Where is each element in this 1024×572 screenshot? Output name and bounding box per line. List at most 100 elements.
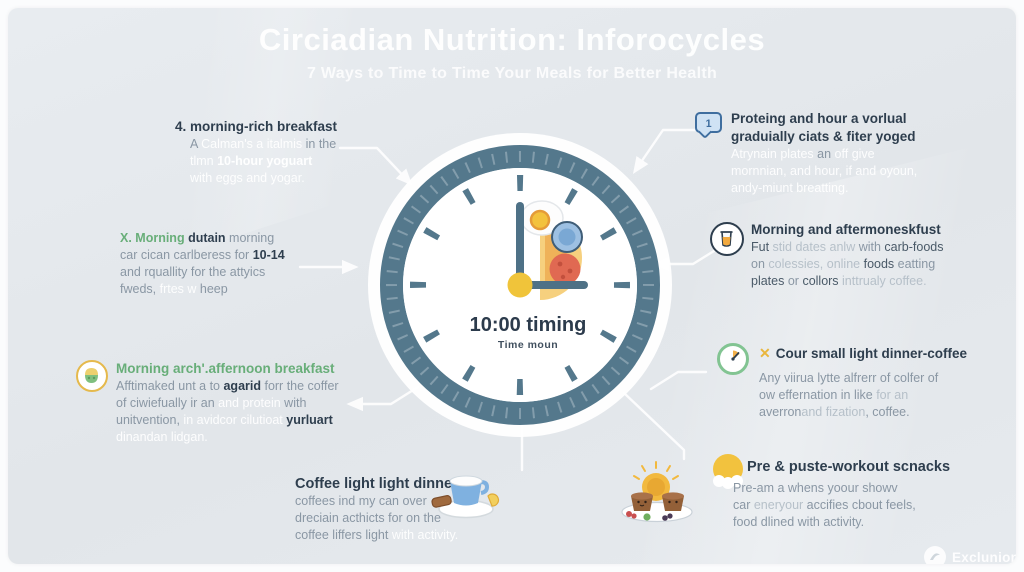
text-segment: Fut [751, 240, 773, 254]
juice-glass-badge-icon [710, 222, 744, 256]
text-segment: andy-miunt breatting. [731, 181, 849, 195]
callout-title: Morning and aftermoneskfust [751, 222, 941, 237]
text-line: fweds, frtes w heep [120, 281, 370, 298]
callout-protein-hour: Proteing and hour a vorlual graduially c… [731, 110, 981, 197]
clock-hub [507, 272, 533, 298]
text-segment: eatting [897, 257, 936, 271]
text-line: unitvention, in avidcor cilutioat yurlua… [116, 412, 356, 429]
coffee-cup-icon [431, 475, 500, 519]
text-line: X. Morning dutain morning [120, 230, 370, 247]
callout-title: Coffee light light dinner [295, 476, 458, 492]
text-segment: fweds, [120, 282, 160, 296]
brand-logo-icon [924, 546, 946, 564]
text-line: andy-miunt breatting. [731, 180, 981, 197]
text-line: dreciain acthicts for on the [295, 510, 495, 527]
timer-badge-icon [717, 343, 749, 375]
text-line: coffee liffers light with activity. [295, 527, 495, 544]
text-line: mornnian, and hour, if and oyoun, [731, 163, 981, 180]
text-segment: plates [751, 274, 788, 288]
brand-name: Exclunion [952, 549, 1016, 565]
text-segment: with [858, 240, 885, 254]
text-segment: Any viirua lytte alfrerr of colfer of [759, 371, 939, 385]
bubble-number: 1 [705, 118, 712, 130]
text-segment: Atrynain plates [731, 147, 818, 161]
text-segment: , coffee. [865, 405, 910, 419]
text-line: ow effernation in like for an [759, 387, 999, 404]
text-line: tlmn 10-hour yoguart [190, 153, 375, 170]
text-segment: eneryour [753, 498, 804, 512]
text-segment: Calman's a italmis [201, 137, 303, 151]
clock-illustration [368, 133, 672, 437]
text-segment: Afftimaked unt a to [116, 379, 224, 393]
text-line: Afftimaked unt a to agarid forr the coff… [116, 378, 356, 395]
muffin-icon [662, 492, 684, 511]
clock-time-label: 10:00 timing [469, 314, 587, 336]
infographic-canvas: Circiadian Nutrition: Inforocycles 7 Way… [8, 8, 1016, 564]
text-segment: food dlined with activity. [733, 515, 865, 529]
text-segment: A [190, 137, 202, 151]
text-line: food dlined with activity. [733, 514, 987, 531]
text-line: Pre-am a whens yoour showv [733, 480, 987, 497]
text-segment: and fization [801, 405, 866, 419]
text-line: on colessies, online foods eatting [751, 256, 991, 273]
callout-title: graduially ciats & fiter yoged [731, 129, 916, 144]
text-segment: averron [759, 405, 802, 419]
callout-body: Any viirua lytte alfrerr of colfer of ow … [759, 370, 999, 421]
breakfast-food-icon [520, 200, 583, 300]
text-line: averronand fization, coffee. [759, 404, 999, 421]
callout-body: Afftimaked unt a to agarid forr the coff… [116, 378, 356, 446]
text-segment: dutain [188, 231, 226, 245]
text-line: Any viirua lytte alfrerr of colfer of [759, 370, 999, 387]
callout-morning-afternoon: Morning and aftermoneskfust Fut stid dat… [751, 221, 991, 290]
callout-body: coffees ind my can over dreciain acthicts… [295, 493, 495, 544]
text-segment: carb-foods [884, 240, 944, 254]
callout-title: Morning arch'.affernoon breakfast [116, 361, 335, 376]
text-line: Fut stid dates anlw with carb-foods [751, 239, 991, 256]
text-segment: with [280, 396, 307, 410]
text-segment: for an [876, 388, 909, 402]
callout-title: 4. morning-rich breakfast [175, 119, 338, 134]
text-segment: forr the coffer [261, 379, 339, 393]
callout-small-dinner: ✕ Cour small light dinner-coffee Any vii… [759, 345, 999, 421]
text-segment: or [787, 274, 803, 288]
callout-body: Fut stid dates anlw with carb-foods on co… [751, 239, 991, 290]
text-segment: stid dates anlw [772, 240, 859, 254]
text-segment: and rquallity for the attyics [120, 265, 266, 279]
x-mark-icon: ✕ [759, 345, 771, 361]
text-segment: colessies, [768, 257, 827, 271]
callout-body: X. Morning dutain morning car cican carlb… [120, 230, 370, 298]
text-segment: of ciwiefually ir an [116, 396, 219, 410]
connector-lines [298, 128, 724, 472]
text-segment: mornnian, and hour, if and oyoun, [731, 164, 918, 178]
text-segment: with activity. [391, 528, 459, 542]
callout-title: Proteing and hour a vorlual [731, 111, 907, 126]
text-line: and rquallity for the attyics [120, 264, 370, 281]
text-line: car eneryour accifies cbout feels, [733, 497, 987, 514]
text-segment: coffees ind my can over [295, 494, 427, 508]
text-segment: dinandan lidgan. [116, 430, 208, 444]
text-segment: inttrualy coffee. [842, 274, 927, 288]
text-line: dinandan lidgan. [116, 429, 356, 446]
callout-afternoon-breakfast: Morning arch'.affernoon breakfast Afftim… [116, 360, 356, 446]
text-segment: accifies cbout feels, [803, 498, 916, 512]
text-segment: off give [831, 147, 875, 161]
callout-title: Cour small light dinner-coffee [775, 346, 968, 361]
text-segment: in the [302, 137, 337, 151]
callout-morning-rich-breakfast: 4. morning-rich breakfast A Calman's a i… [175, 118, 375, 187]
clock-hour-ticks [410, 175, 630, 395]
text-segment: online [826, 257, 864, 271]
text-segment: ow effernation in like [759, 388, 877, 402]
brand-footer: Exclunion [924, 546, 1016, 564]
text-segment: with eggs and yogar. [190, 171, 305, 185]
text-segment: coffee liffers light [295, 528, 392, 542]
callout-title: Pre & puste-workout scnacks [747, 459, 951, 475]
text-segment: unitvention, [116, 413, 184, 427]
text-segment: tlmn [190, 154, 218, 168]
text-segment: on [751, 257, 769, 271]
callout-body: A Calman's a italmis in the tlmn 10-hour … [175, 136, 375, 187]
tomato-icon [549, 253, 581, 285]
avocado-badge-icon [76, 360, 108, 392]
callout-body: Pre-am a whens yoour showv car eneryour a… [733, 480, 987, 531]
text-segment: frtes w [159, 282, 197, 296]
text-segment: X. Morning [120, 231, 189, 245]
